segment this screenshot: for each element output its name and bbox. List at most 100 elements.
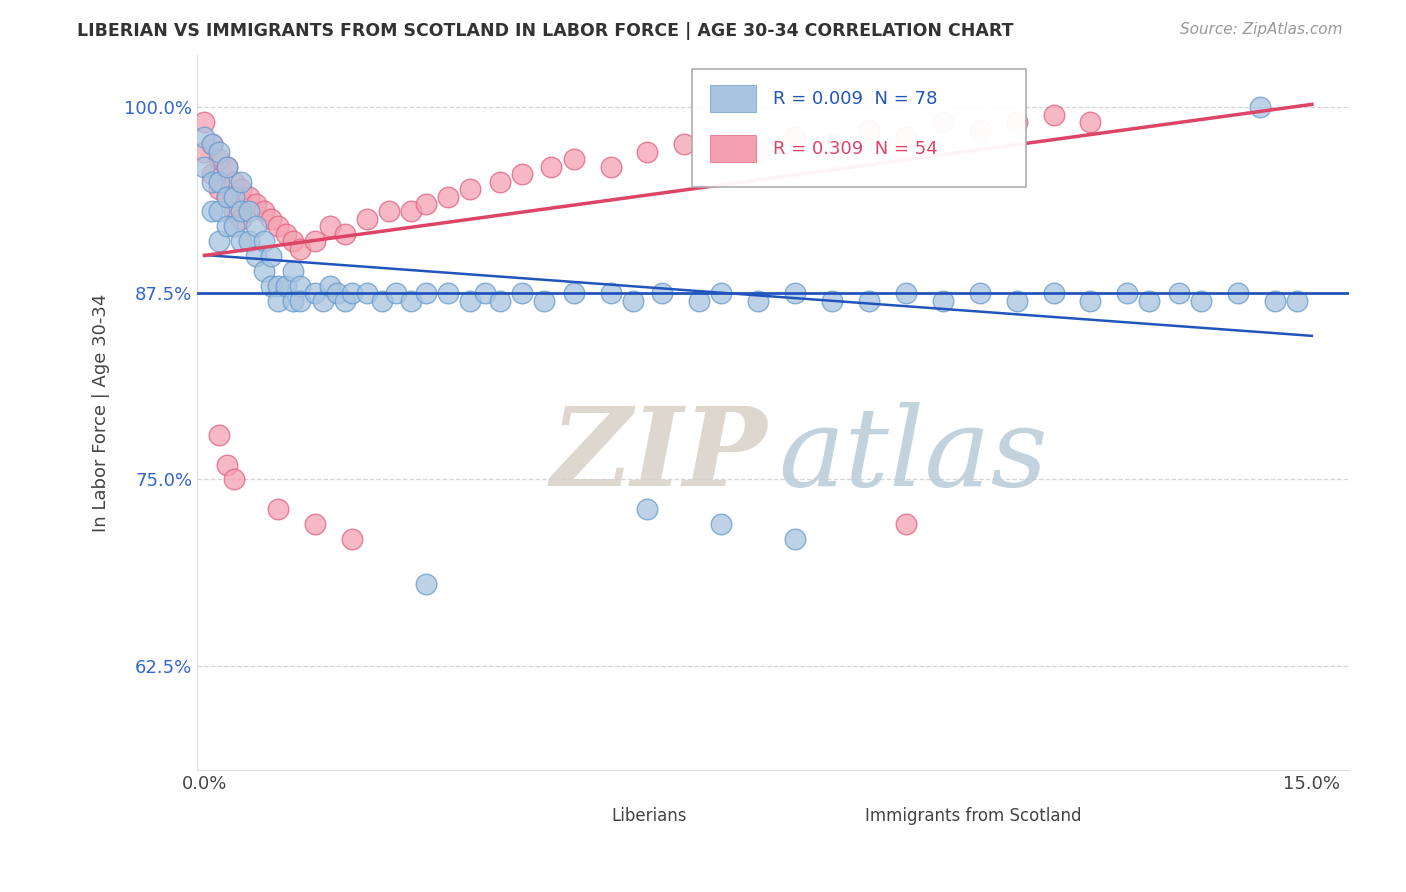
Point — [267, 219, 290, 234]
Point — [1249, 100, 1271, 114]
Point — [260, 211, 283, 226]
Point — [215, 160, 238, 174]
Point — [260, 249, 283, 263]
Point — [238, 204, 260, 219]
Point — [932, 293, 955, 308]
Point — [245, 219, 267, 234]
Point — [1168, 286, 1191, 301]
Point — [488, 293, 510, 308]
Point — [399, 293, 422, 308]
Point — [415, 286, 437, 301]
Point — [688, 293, 710, 308]
Point — [222, 473, 245, 487]
Point — [238, 189, 260, 203]
Point — [710, 137, 733, 152]
Point — [415, 576, 437, 591]
Point — [215, 189, 238, 203]
Text: R = 0.009  N = 78: R = 0.009 N = 78 — [773, 90, 938, 108]
Point — [747, 145, 769, 159]
Point — [281, 293, 304, 308]
Point — [231, 175, 253, 189]
Point — [215, 458, 238, 472]
Point — [785, 532, 807, 546]
Point — [533, 293, 555, 308]
Point — [340, 286, 363, 301]
Point — [969, 122, 991, 136]
Point — [385, 286, 408, 301]
Point — [562, 286, 585, 301]
Point — [1189, 293, 1212, 308]
Point — [193, 145, 215, 159]
Point — [1116, 286, 1139, 301]
Point — [1080, 115, 1102, 129]
Point — [245, 249, 267, 263]
Point — [858, 122, 880, 136]
Point — [231, 211, 253, 226]
Point — [378, 204, 401, 219]
Point — [821, 137, 844, 152]
Point — [304, 234, 326, 248]
Point — [215, 160, 238, 174]
Y-axis label: In Labor Force | Age 30-34: In Labor Force | Age 30-34 — [93, 293, 110, 532]
Point — [245, 197, 267, 211]
FancyBboxPatch shape — [710, 136, 755, 162]
Point — [474, 286, 496, 301]
Point — [1139, 293, 1161, 308]
Point — [340, 532, 363, 546]
Point — [201, 167, 224, 181]
Point — [319, 219, 342, 234]
Point — [356, 286, 378, 301]
Point — [208, 145, 231, 159]
Point — [222, 219, 245, 234]
Point — [222, 189, 245, 203]
Point — [894, 286, 917, 301]
FancyBboxPatch shape — [710, 85, 755, 112]
Point — [215, 189, 238, 203]
Point — [599, 160, 621, 174]
Point — [821, 293, 844, 308]
Point — [599, 286, 621, 301]
Point — [238, 234, 260, 248]
Text: LIBERIAN VS IMMIGRANTS FROM SCOTLAND IN LABOR FORCE | AGE 30-34 CORRELATION CHAR: LIBERIAN VS IMMIGRANTS FROM SCOTLAND IN … — [77, 22, 1014, 40]
Point — [356, 211, 378, 226]
Point — [281, 234, 304, 248]
Point — [193, 130, 215, 145]
Point — [969, 286, 991, 301]
Point — [437, 286, 460, 301]
Point — [193, 115, 215, 129]
Point — [510, 286, 533, 301]
Point — [932, 115, 955, 129]
Point — [281, 264, 304, 278]
Point — [274, 279, 297, 293]
Point — [399, 204, 422, 219]
Point — [201, 175, 224, 189]
Point — [260, 279, 283, 293]
Point — [208, 182, 231, 196]
Point — [252, 234, 274, 248]
Point — [319, 279, 342, 293]
Text: R = 0.309  N = 54: R = 0.309 N = 54 — [773, 140, 938, 158]
Text: ZIP: ZIP — [551, 401, 768, 509]
Point — [274, 227, 297, 241]
Point — [651, 286, 673, 301]
Point — [252, 264, 274, 278]
Point — [710, 517, 733, 532]
Point — [201, 137, 224, 152]
Point — [437, 189, 460, 203]
Point — [208, 427, 231, 442]
Point — [458, 182, 481, 196]
Point — [370, 293, 392, 308]
Point — [894, 130, 917, 145]
Point — [785, 286, 807, 301]
Point — [894, 517, 917, 532]
Point — [636, 145, 658, 159]
Point — [267, 502, 290, 516]
Point — [304, 286, 326, 301]
Point — [562, 153, 585, 167]
Point — [1005, 115, 1028, 129]
Point — [1080, 293, 1102, 308]
FancyBboxPatch shape — [692, 70, 1026, 187]
Text: atlas: atlas — [779, 401, 1049, 509]
Point — [208, 204, 231, 219]
Point — [208, 234, 231, 248]
